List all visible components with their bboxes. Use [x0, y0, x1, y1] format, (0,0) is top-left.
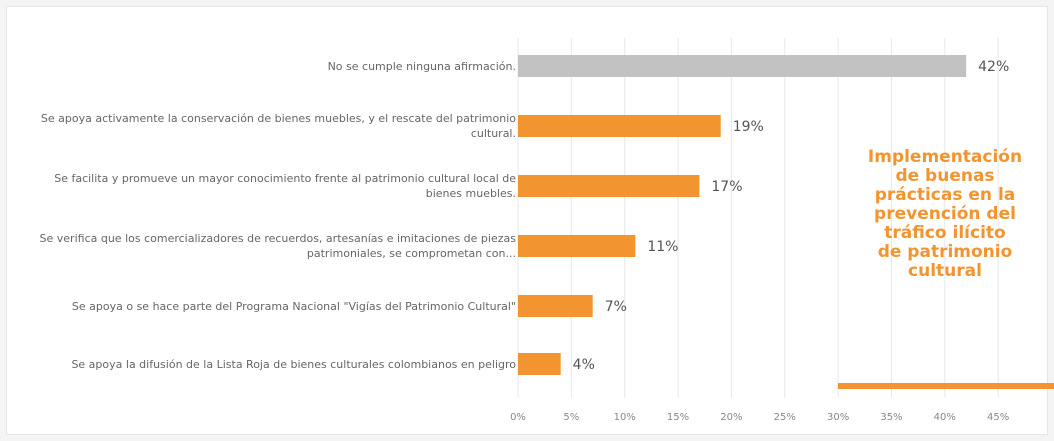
x-tick-label: 25% — [774, 412, 796, 423]
data-label: 11% — [647, 239, 678, 255]
x-tick-label: 35% — [880, 412, 902, 423]
data-labels: 42% 19% 17% 11% 7% 4% — [573, 59, 1010, 373]
x-tick-label: 5% — [563, 412, 579, 423]
category-label: Se apoya activamente la conservación de … — [40, 112, 516, 140]
x-tick-label: 40% — [934, 412, 956, 423]
category-label: Se apoya la difusión de la Lista Roja de… — [71, 357, 516, 371]
category-label: Se verifica que los comercializadores de… — [39, 232, 516, 260]
x-tick-label: 15% — [667, 412, 689, 423]
category-label: Se apoya o se hace parte del Programa Na… — [71, 299, 516, 313]
bar — [518, 295, 593, 317]
gridlines — [517, 38, 999, 398]
data-label: 4% — [573, 357, 595, 373]
bar — [518, 175, 700, 197]
x-tick-label: 30% — [827, 412, 849, 423]
x-tick-label: 45% — [987, 412, 1009, 423]
bar — [518, 55, 967, 77]
category-label: No se cumple ninguna afirmación. — [327, 59, 516, 73]
bar — [518, 235, 636, 257]
side-title: Implementación de buenas prácticas en la… — [867, 147, 1023, 281]
bar — [518, 353, 561, 375]
side-title-underline — [838, 383, 1054, 389]
category-label: Se facilita y promueve un mayor conocimi… — [54, 172, 516, 200]
bar — [518, 115, 721, 137]
data-label: 7% — [605, 299, 627, 315]
data-label: 19% — [733, 119, 764, 135]
data-label: 42% — [978, 59, 1009, 75]
data-label: 17% — [711, 179, 742, 195]
x-tick-label: 20% — [720, 412, 742, 423]
bars — [518, 55, 967, 375]
x-axis-ticks: 0% 5% 10% 15% 20% 25% 30% 35% 40% 45% — [510, 412, 1009, 423]
x-tick-label: 10% — [614, 412, 636, 423]
x-tick-label: 0% — [510, 412, 526, 423]
